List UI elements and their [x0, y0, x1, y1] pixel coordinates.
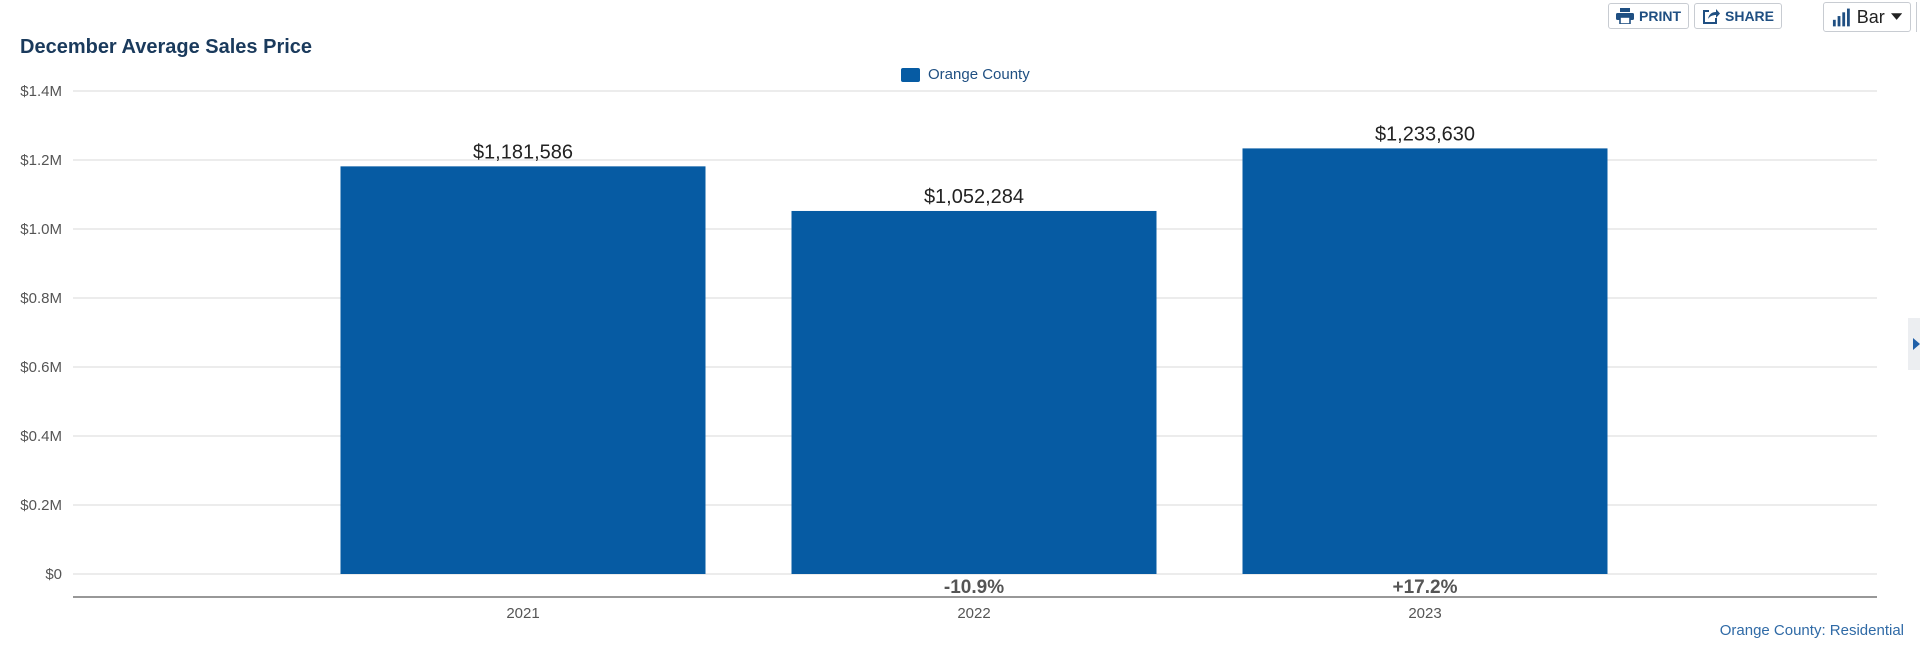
- y-tick-label: $1.4M: [20, 83, 62, 100]
- x-tick-label: 2023: [1408, 605, 1441, 622]
- bar: [791, 210, 1157, 574]
- print-button[interactable]: PRINT: [1608, 3, 1689, 29]
- chart-type-dropdown[interactable]: Bar: [1823, 2, 1911, 32]
- x-tick-label: 2021: [506, 605, 539, 622]
- x-tick-label: 2022: [957, 605, 990, 622]
- printer-icon: [1616, 8, 1634, 24]
- chart-title: December Average Sales Price: [20, 36, 313, 58]
- y-tick-label: $0.4M: [20, 428, 62, 445]
- side-panel-toggle[interactable]: [1908, 318, 1920, 370]
- share-icon: [1703, 9, 1720, 24]
- change-label: -10.9%: [944, 577, 1004, 598]
- source-label: Orange County: Residential: [1719, 622, 1904, 639]
- caret-right-icon: [1912, 338, 1920, 350]
- bar: [340, 166, 706, 574]
- y-tick-label: $1.2M: [20, 152, 62, 169]
- share-label: SHARE: [1725, 8, 1775, 24]
- change-label: +17.2%: [1393, 577, 1458, 598]
- chart-legend: Orange County: [901, 66, 1030, 83]
- bar: [1242, 148, 1608, 574]
- legend-swatch: [901, 67, 920, 82]
- caret-down-icon: [1890, 13, 1902, 20]
- bar-value-label: $1,233,630: [1375, 123, 1475, 145]
- bar-value-label: $1,052,284: [924, 186, 1024, 208]
- bar-chart-icon: [1832, 8, 1850, 27]
- bar-value-label: $1,181,586: [473, 141, 573, 163]
- y-tick-label: $1.0M: [20, 221, 62, 238]
- share-button[interactable]: SHARE: [1694, 3, 1783, 29]
- chart-type-label: Bar: [1856, 6, 1885, 27]
- y-tick-label: $0.8M: [20, 290, 62, 307]
- y-tick-label: $0: [45, 566, 62, 583]
- legend-label: Orange County: [928, 66, 1030, 83]
- print-label: PRINT: [1639, 8, 1681, 24]
- y-tick-label: $0.6M: [20, 359, 62, 376]
- y-tick-label: $0.2M: [20, 497, 62, 514]
- toolbar-edge: [1916, 2, 1920, 32]
